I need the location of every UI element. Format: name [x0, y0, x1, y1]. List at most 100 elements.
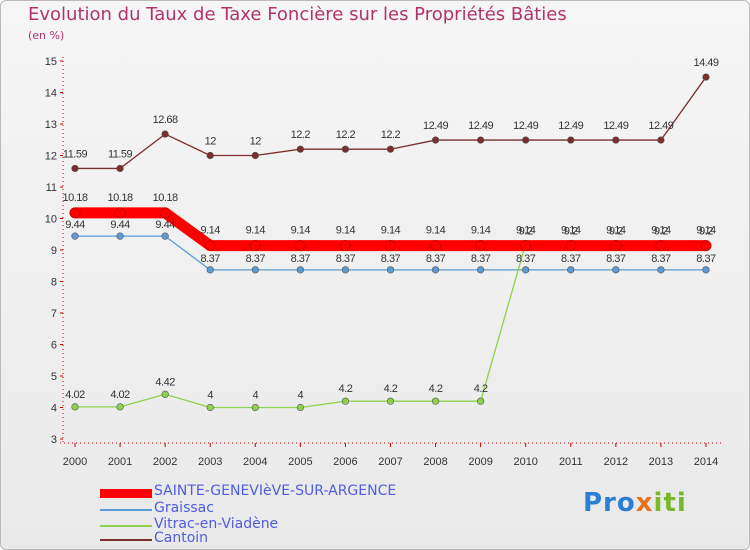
x-tick-label: 2008 — [423, 456, 447, 468]
data-point — [114, 207, 126, 219]
series-points — [69, 73, 712, 412]
y-tick-label: 13 — [45, 119, 57, 131]
data-label: 14.49 — [693, 57, 718, 69]
data-label: 8.37 — [651, 253, 671, 265]
data-label: 12.2 — [381, 129, 401, 141]
data-point — [251, 403, 259, 412]
data-point — [159, 207, 171, 219]
data-point — [386, 397, 395, 405]
data-label: 8.37 — [336, 253, 356, 265]
y-tick-label: 11 — [46, 182, 57, 194]
data-point — [702, 73, 710, 81]
data-label: 9.2 — [609, 226, 623, 238]
data-point — [655, 240, 667, 252]
x-tick-label: 2000 — [63, 456, 87, 468]
data-label: 9.14 — [696, 225, 716, 237]
x-tick-label: 2001 — [108, 456, 132, 468]
data-point — [386, 266, 395, 274]
data-point — [206, 266, 214, 274]
data-point — [386, 145, 395, 153]
x-tick-label: 2007 — [378, 456, 402, 468]
data-point — [116, 232, 124, 240]
data-label: 10.18 — [62, 192, 87, 204]
data-point — [384, 240, 396, 252]
data-label: 12 — [205, 136, 217, 148]
data-label: 9.14 — [516, 225, 536, 237]
legend-label: SAINTE-GENEVIèVE-SUR-ARGENCE — [154, 483, 397, 499]
axes: 3 4 5 6 7 8 9 10 11 12 13 14 15 2000 2001 2002 2003 2004 2… — [45, 56, 722, 468]
data-label: 12.49 — [423, 120, 448, 132]
data-point — [477, 397, 485, 405]
legend-swatch — [100, 489, 152, 498]
data-point — [657, 136, 665, 144]
x-tick-label: 2002 — [153, 456, 177, 468]
data-label: 9.14 — [381, 225, 401, 237]
data-point — [294, 240, 306, 252]
y-tick-label: 3 — [51, 434, 57, 446]
data-point — [477, 136, 485, 144]
data-label: 12.49 — [648, 120, 673, 132]
data-label: 9.44 — [155, 219, 175, 231]
x-tick-label: 2003 — [198, 456, 222, 468]
data-label: 12.49 — [603, 120, 628, 132]
data-label: 9.14 — [471, 225, 491, 237]
data-point — [71, 164, 79, 173]
data-point — [610, 240, 622, 252]
y-tick-label: 9 — [51, 245, 57, 257]
data-label: 12.49 — [558, 120, 583, 132]
data-point — [116, 403, 124, 411]
data-point — [477, 266, 485, 274]
y-tick-label: 5 — [51, 371, 57, 383]
data-point — [251, 266, 259, 274]
data-point — [431, 136, 440, 144]
y-tick-label: 4 — [51, 403, 57, 415]
data-point — [206, 403, 214, 412]
data-label: 4.42 — [155, 376, 175, 388]
data-point — [431, 266, 440, 274]
data-point — [612, 136, 620, 144]
data-label: 9.2 — [519, 226, 533, 238]
data-point — [339, 240, 351, 252]
data-label: 8.37 — [471, 253, 491, 265]
data-label: 12.2 — [291, 129, 311, 141]
data-point — [116, 164, 124, 173]
data-point — [296, 145, 304, 153]
data-label: 12 — [250, 136, 262, 148]
legend-label: Cantoin — [154, 530, 209, 546]
data-point — [204, 240, 216, 252]
series-labels: 10.18 10.18 10.189.14 9.14 9.14 9.14 9.14 9.14 9… — [62, 57, 719, 401]
data-point — [161, 232, 169, 240]
legend-label: Vitrac-en-Viadène — [154, 516, 279, 532]
data-label: 11.59 — [63, 148, 88, 160]
data-point — [69, 207, 81, 219]
y-tick-label: 15 — [45, 56, 57, 68]
data-point — [296, 266, 304, 274]
data-point — [206, 151, 214, 160]
data-label: 8.37 — [381, 253, 401, 265]
data-label: 9.14 — [200, 225, 220, 237]
x-tick-label: 2014 — [694, 456, 718, 468]
legend-swatch — [100, 509, 152, 511]
data-label: 9.14 — [651, 225, 671, 237]
chart-title: Evolution du Taux de Taxe Foncière sur l… — [28, 4, 567, 25]
data-point — [565, 240, 577, 252]
data-point — [161, 390, 169, 398]
data-point — [700, 240, 712, 252]
legend-swatch — [100, 525, 152, 527]
data-point — [251, 151, 259, 160]
x-tick-label: 2012 — [604, 456, 628, 468]
data-point — [522, 136, 530, 144]
data-label: 9.44 — [110, 219, 130, 231]
data-point — [249, 240, 261, 252]
x-tick-label: 2010 — [513, 456, 537, 468]
legend-swatch — [100, 539, 152, 541]
data-label: 8.37 — [516, 253, 536, 265]
data-point — [522, 266, 530, 274]
data-label: 4.2 — [474, 383, 488, 395]
data-point — [161, 130, 169, 138]
proxiti-logo: Proxiti — [583, 488, 687, 518]
data-point — [567, 266, 575, 274]
data-label: 4.2 — [429, 383, 443, 395]
x-tick-label: 2011 — [559, 456, 583, 468]
